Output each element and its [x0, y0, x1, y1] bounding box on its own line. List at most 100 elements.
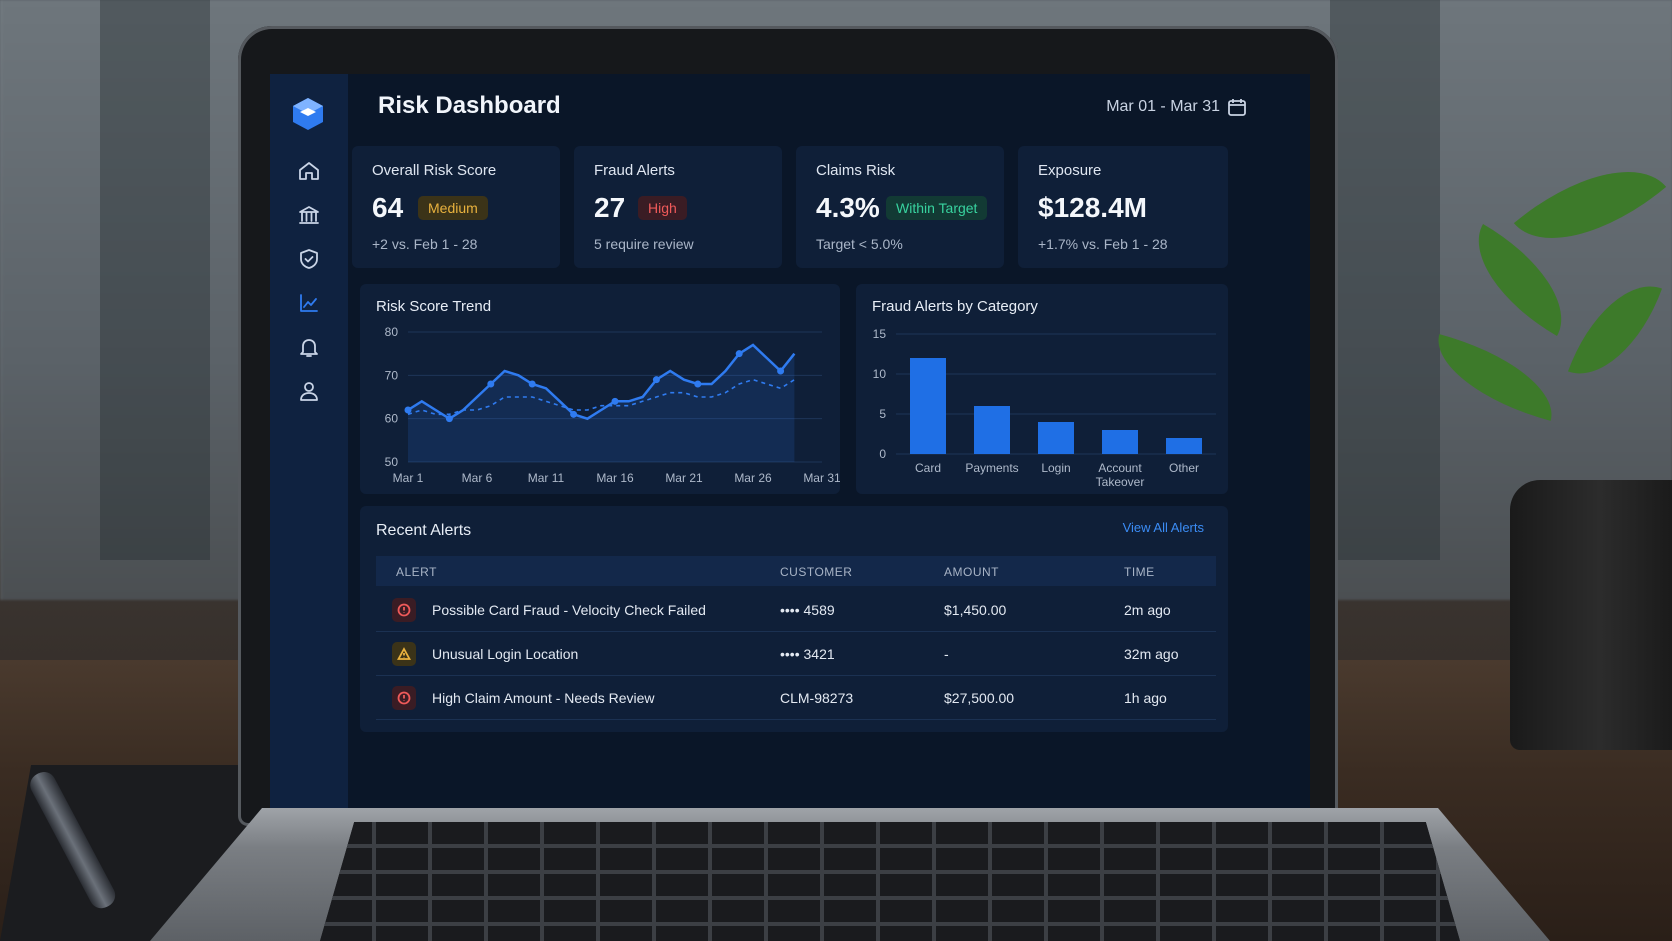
chart-icon[interactable]: [292, 286, 326, 320]
kpi-subtext: Target < 5.0%: [816, 236, 903, 252]
kpi-value: 27: [594, 192, 626, 223]
y-tick-label: 60: [385, 412, 399, 426]
x-tick-label: Mar 11: [528, 471, 565, 485]
customer-id: •••• 4589: [780, 602, 835, 618]
brand-logo[interactable]: [290, 96, 326, 132]
x-tick-label: Card: [915, 461, 941, 475]
x-tick-label: Mar 26: [734, 471, 772, 485]
background-pillar: [100, 0, 210, 560]
series-area: [408, 345, 795, 462]
calendar-icon[interactable]: [1226, 96, 1248, 118]
y-tick-label: 50: [385, 455, 399, 469]
alert-amount: -: [944, 646, 949, 662]
kpi-subtext: +2 vs. Feb 1 - 28: [372, 236, 478, 252]
data-point: [777, 367, 785, 375]
alert-amount: $1,450.00: [944, 602, 1007, 618]
x-tick-label: Login: [1041, 461, 1070, 475]
kpi-label: Fraud Alerts: [594, 162, 675, 179]
customer-id: •••• 3421: [780, 646, 835, 662]
x-tick-label: Payments: [965, 461, 1018, 475]
column-header-time[interactable]: TIME: [1124, 565, 1155, 579]
series-line: [407, 378, 795, 416]
data-point: [487, 380, 495, 388]
y-tick-label: 80: [385, 325, 399, 339]
kpi-label: Claims Risk: [816, 162, 896, 179]
table-row[interactable]: High Claim Amount - Needs Review CLM-982…: [376, 676, 1216, 720]
y-tick-label: 5: [879, 407, 886, 421]
home-icon[interactable]: [292, 154, 326, 188]
line-chart: 50 60 70 80 Mar 1 Mar 6 Mar 11 Mar 16 Mar 21 Mar …: [385, 325, 840, 485]
kpi-card-overall-risk[interactable]: Overall Risk Score 64 Medium +2 vs. Feb …: [352, 146, 560, 268]
chart-title: Fraud Alerts by Category: [872, 298, 1038, 315]
x-tick-label: Account: [1098, 461, 1142, 475]
customer-id: CLM-98273: [780, 690, 854, 706]
alert-title: High Claim Amount - Needs Review: [432, 690, 655, 706]
bar: [974, 406, 1010, 454]
alert-circle-icon: [392, 598, 416, 622]
table-row[interactable]: Possible Card Fraud - Velocity Check Fai…: [376, 588, 1216, 632]
kpi-label: Exposure: [1038, 162, 1102, 179]
data-point: [652, 376, 660, 384]
shield-icon[interactable]: [292, 242, 326, 276]
view-all-alerts-link[interactable]: View All Alerts: [1122, 520, 1204, 535]
y-tick-label: 0: [879, 447, 886, 461]
x-tick-label: Mar 21: [665, 471, 703, 485]
background-pillar: [1330, 0, 1440, 560]
table-row[interactable]: Unusual Login Location •••• 3421 - 32m a…: [376, 632, 1216, 676]
alert-title: Unusual Login Location: [432, 646, 579, 662]
chart-title: Risk Score Trend: [376, 298, 492, 315]
column-header-customer[interactable]: CUSTOMER: [780, 565, 853, 579]
warning-icon: [392, 642, 416, 666]
page-title: Risk Dashboard: [378, 92, 561, 119]
kpi-card-claims-risk[interactable]: Claims Risk 4.3% Within Target Target < …: [796, 146, 1004, 268]
alert-circle-icon: [392, 686, 416, 710]
alert-amount: $27,500.00: [944, 690, 1015, 706]
table-header: ALERT CUSTOMER AMOUNT TIME: [376, 556, 1216, 586]
x-tick-label: Mar 16: [596, 471, 634, 485]
laptop-screen: Risk Dashboard Mar 01 - Mar 31 Overall R…: [270, 74, 1310, 808]
kpi-value: 4.3%: [816, 192, 880, 223]
alert-time: 32m ago: [1124, 646, 1179, 662]
x-tick-label: Mar 31: [803, 471, 840, 485]
kpi-card-fraud-alerts[interactable]: Fraud Alerts 27 High 5 require review: [574, 146, 782, 268]
status-badge: High: [638, 196, 687, 220]
status-badge: Within Target: [886, 196, 988, 220]
kpi-card-exposure[interactable]: Exposure $128.4M +1.7% vs. Feb 1 - 28: [1018, 146, 1228, 268]
bank-icon[interactable]: [292, 198, 326, 232]
user-icon[interactable]: [292, 374, 326, 408]
y-tick-label: 15: [873, 327, 887, 341]
y-tick-label: 10: [873, 367, 887, 381]
x-tick-label: Other: [1169, 461, 1199, 475]
data-point: [611, 397, 619, 405]
bar: [910, 358, 946, 454]
risk-score-trend-panel: Risk Score Trend 50 60 70 80 Mar 1 Mar 6 Mar 1…: [360, 284, 840, 494]
alert-time: 2m ago: [1124, 602, 1171, 618]
kpi-subtext: +1.7% vs. Feb 1 - 28: [1038, 236, 1168, 252]
alert-time: 1h ago: [1124, 690, 1167, 706]
status-badge: Medium: [418, 196, 488, 220]
fraud-alerts-by-category-panel: Fraud Alerts by Category 0 5 10 15 Card Payme…: [856, 284, 1228, 494]
plant-pot: [1510, 480, 1672, 750]
bar: [1038, 422, 1074, 454]
data-point: [445, 415, 453, 423]
y-tick-label: 70: [385, 368, 399, 382]
x-tick-label: Takeover: [1096, 475, 1145, 489]
column-header-amount[interactable]: AMOUNT: [944, 565, 999, 579]
sidebar: [270, 74, 348, 808]
kpi-label: Overall Risk Score: [372, 162, 497, 179]
kpi-subtext: 5 require review: [594, 236, 694, 252]
x-tick-label: Mar 1: [393, 471, 424, 485]
bar: [1102, 430, 1138, 454]
recent-alerts-panel: Recent Alerts View All Alerts ALERT CUST…: [360, 506, 1228, 732]
data-point: [570, 410, 578, 418]
data-point: [735, 350, 743, 358]
section-title: Recent Alerts: [376, 522, 472, 539]
series-line: [407, 343, 796, 421]
column-header-alert[interactable]: ALERT: [396, 565, 437, 579]
bar: [1166, 438, 1202, 454]
date-range-picker[interactable]: Mar 01 - Mar 31: [1106, 98, 1220, 115]
bell-icon[interactable]: [292, 330, 326, 364]
data-point: [404, 406, 412, 414]
data-point: [694, 380, 702, 388]
